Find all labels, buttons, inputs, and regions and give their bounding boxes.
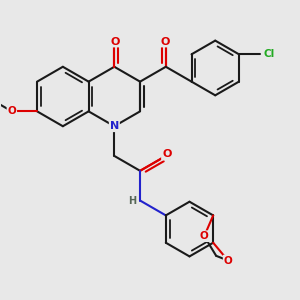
Text: O: O xyxy=(8,106,16,116)
Text: O: O xyxy=(224,256,233,266)
Text: N: N xyxy=(110,121,119,131)
Text: Cl: Cl xyxy=(263,49,274,59)
Text: O: O xyxy=(200,231,208,241)
Text: O: O xyxy=(162,149,171,160)
Text: H: H xyxy=(128,196,136,206)
Text: O: O xyxy=(160,37,170,46)
Text: O: O xyxy=(110,37,120,46)
